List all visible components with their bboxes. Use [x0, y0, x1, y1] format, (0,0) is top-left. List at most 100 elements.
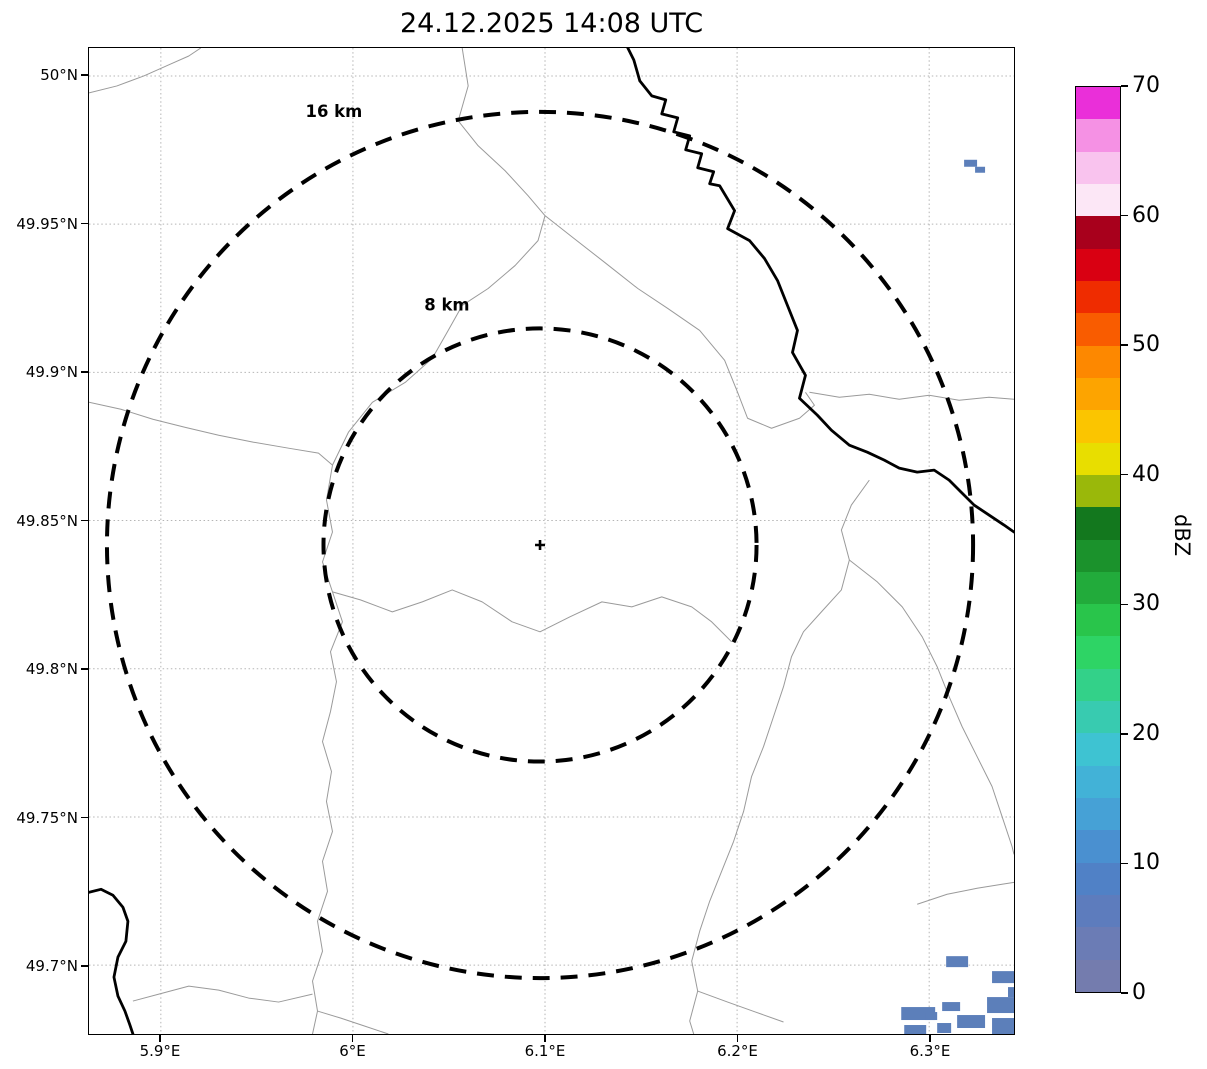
y-tick-label: 49.9°N	[25, 363, 78, 381]
radar-echo	[1008, 987, 1014, 998]
colorbar-tick-mark	[1121, 473, 1128, 476]
y-tick-mark	[81, 816, 88, 819]
x-tick-mark	[544, 1035, 546, 1042]
x-tick-label: 6.1°E	[524, 1042, 566, 1060]
colorbar-segment	[1076, 701, 1120, 734]
y-tick-mark	[81, 74, 88, 76]
radar-echo	[975, 166, 986, 173]
range-ring-label: 8 km	[424, 295, 469, 314]
admin-boundary	[317, 1010, 389, 1034]
map-plot: 16 km 8 km	[88, 47, 1015, 1035]
admin-boundary	[89, 401, 333, 466]
colorbar-segment	[1076, 798, 1120, 831]
y-tick-mark	[81, 371, 88, 373]
colorbar-segment	[1076, 830, 1120, 863]
colorbar-segment	[1076, 280, 1120, 314]
colorbar-segment	[1076, 927, 1120, 960]
colorbar-label: dBZ	[1170, 514, 1194, 557]
colorbar	[1075, 86, 1121, 993]
colorbar-tick-label: 50	[1132, 332, 1160, 358]
radar-site-marker	[535, 540, 546, 550]
colorbar-segment	[1076, 668, 1120, 702]
radar-echo	[987, 997, 1014, 1014]
range-ring-label: 16 km	[306, 102, 363, 121]
colorbar-tick-mark	[1121, 862, 1128, 865]
y-tick-label: 50°N	[40, 66, 78, 84]
colorbar-segment	[1076, 313, 1120, 346]
admin-boundary	[132, 985, 313, 1003]
map-canvas: 16 km 8 km	[89, 48, 1014, 1034]
y-tick-label: 49.95°N	[16, 214, 78, 233]
x-tick-label: 6°E	[339, 1042, 366, 1060]
colorbar-tick-label: 0	[1132, 980, 1146, 1005]
colorbar-segment	[1076, 765, 1120, 799]
x-tick-mark	[351, 1035, 354, 1042]
colorbar-segment	[1076, 539, 1120, 572]
colorbar-segment	[1076, 571, 1120, 605]
colorbar-segment	[1076, 151, 1120, 184]
radar-echo	[946, 956, 969, 968]
colorbar-segment	[1076, 248, 1120, 281]
colorbar-segment	[1076, 474, 1120, 508]
y-tick-mark	[81, 519, 88, 522]
colorbar-segment	[1076, 442, 1120, 475]
colorbar-segment	[1076, 636, 1120, 669]
radar-echo	[957, 1015, 986, 1029]
colorbar-tick-label: 20	[1132, 720, 1160, 746]
x-tick-mark	[159, 1035, 161, 1042]
colorbar-tick-label: 60	[1132, 202, 1160, 228]
colorbar-tick-mark	[1121, 85, 1128, 87]
colorbar-segment	[1076, 183, 1120, 217]
colorbar-segment	[1076, 733, 1120, 766]
admin-boundary	[689, 479, 870, 1034]
admin-boundary	[312, 48, 546, 1034]
colorbar-tick-label: 70	[1132, 73, 1160, 98]
colorbar-tick-mark	[1121, 603, 1128, 606]
colorbar-segment	[1076, 959, 1120, 992]
y-tick-mark	[81, 222, 88, 225]
x-tick-label: 6.2°E	[717, 1042, 758, 1060]
admin-boundary	[89, 48, 202, 94]
y-tick-label: 49.8°N	[25, 660, 78, 678]
range-ring	[104, 109, 976, 981]
y-tick-label: 49.7°N	[25, 957, 78, 975]
colorbar-segment	[1076, 377, 1120, 411]
colorbar-segment	[1076, 604, 1120, 637]
y-tick-label: 49.85°N	[16, 511, 78, 530]
admin-boundary	[917, 881, 1014, 905]
y-tick-mark	[81, 965, 88, 967]
x-tick-mark	[736, 1035, 739, 1042]
radar-echo	[942, 1002, 961, 1012]
colorbar-tick-label: 40	[1132, 461, 1160, 487]
admin-boundary	[544, 215, 815, 429]
colorbar-tick-mark	[1121, 344, 1128, 346]
x-tick-mark	[929, 1035, 931, 1042]
colorbar-tick-mark	[1121, 992, 1128, 994]
radar-echo	[992, 971, 1014, 984]
colorbar-tick-mark	[1121, 214, 1128, 217]
radar-echo	[904, 1025, 927, 1034]
colorbar-segment	[1076, 216, 1120, 249]
x-tick-label: 5.9°E	[139, 1042, 181, 1060]
y-tick-label: 49.75°N	[16, 808, 78, 827]
colorbar-segment	[1076, 895, 1120, 928]
colorbar-tick-label: 30	[1132, 591, 1160, 617]
figure-title: 24.12.2025 14:08 UTC	[399, 8, 704, 39]
colorbar-tick-mark	[1121, 733, 1128, 735]
colorbar-segment	[1076, 119, 1120, 152]
admin-boundary	[809, 391, 1014, 401]
x-tick-label: 6.3°E	[909, 1042, 951, 1060]
colorbar-segment	[1076, 862, 1120, 896]
colorbar-segment	[1076, 87, 1120, 120]
colorbar-segment	[1076, 345, 1120, 378]
admin-boundary	[332, 589, 732, 643]
colorbar-segment	[1076, 410, 1120, 443]
admin-boundary	[697, 990, 784, 1023]
radar-echo	[964, 159, 978, 167]
country-border	[89, 887, 135, 1034]
country-border	[626, 48, 1014, 534]
colorbar-segment	[1076, 507, 1120, 540]
radar-echo	[992, 1018, 1014, 1034]
y-tick-mark	[81, 668, 88, 670]
